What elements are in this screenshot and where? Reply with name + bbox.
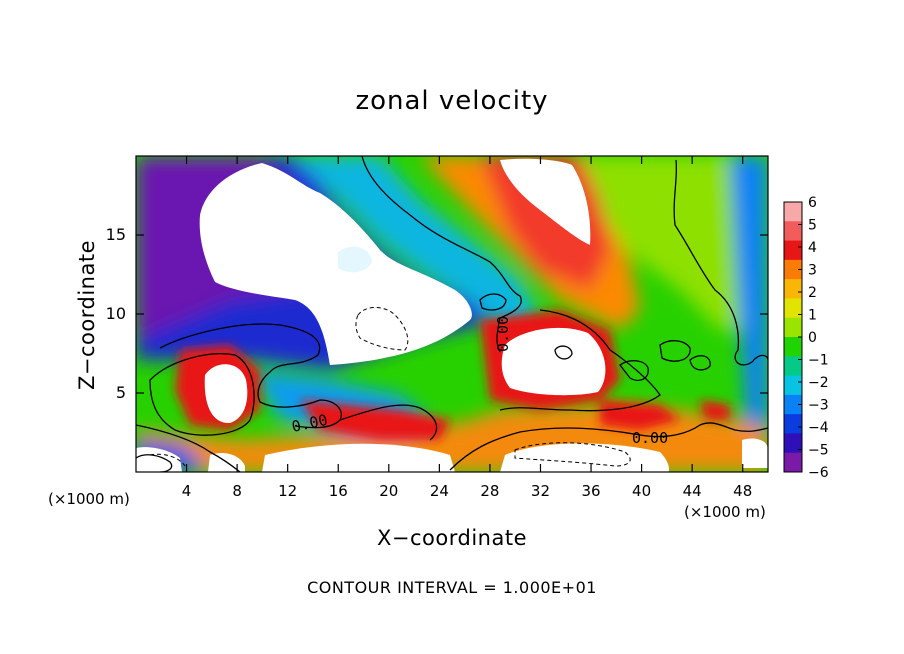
colorbar-segment [784,298,802,319]
y-axis: 5 10 15 [106,225,768,402]
colorbar-segment [784,240,802,261]
x-unit-label: (×1000 m) [684,503,766,521]
colorbar-tick-label: 2 [808,285,817,301]
colorbar-tick-label: −2 [808,375,829,391]
colorbar-segment [784,356,802,377]
y-tick-label: 10 [106,304,126,323]
x-tick-label: 40 [632,482,651,500]
colorbar-segment [784,394,802,415]
colorbar-segment [784,221,802,242]
colorbar-segment [784,414,802,434]
colorbar-tick-label: −3 [808,398,829,414]
x-tick-label: 44 [683,482,702,500]
x-tick-label: 4 [182,482,192,500]
colorbar-tick-label: −6 [808,465,829,481]
y-axis-label: Z−coordinate [75,240,99,390]
colorbar-tick-label: −5 [808,443,829,459]
colorbar-tick-label: 5 [808,218,817,234]
colorbar-segment [784,433,802,454]
colorbar-segment [784,337,802,357]
x-tick-label: 24 [430,482,449,500]
colorbar-segment [784,259,802,280]
x-tick-label: 48 [733,482,752,500]
colorbar-segment [784,317,802,338]
colorbar-tick-label: 6 [808,195,817,211]
contour-interval-note: CONTOUR INTERVAL = 1.000E+01 [307,578,597,597]
y-tick-label: 15 [106,225,126,244]
chart-title: zonal velocity [355,86,549,116]
colorbar: 6 5 4 3 2 1 0 −1 −2 −3 −4 −5 −6 [783,195,829,481]
colorbar-tick-label: 4 [808,240,817,256]
colorbar-tick-label: −1 [808,353,829,369]
x-axis-label: X−coordinate [377,526,527,550]
colorbar-tick-label: −4 [808,420,829,436]
x-tick-label: 8 [232,482,242,500]
z-unit-label: (×1000 m) [48,490,130,508]
x-tick-label: 20 [379,482,398,500]
colorbar-segment [784,375,802,396]
y-tick-label: 5 [116,383,126,402]
x-tick-label: 12 [278,482,297,500]
colorbar-segment [784,452,802,473]
velocity-field: 0.00 0.00 0.00 [136,156,768,472]
x-tick-label: 32 [531,482,550,500]
colorbar-tick-label: 0 [808,330,817,346]
colorbar-segment [784,279,802,299]
colorbar-segment [784,202,802,222]
x-axis: 4 8 12 16 20 24 28 32 36 40 44 48 [182,156,752,500]
contour-label: 0.00 [632,429,668,447]
x-tick-label: 16 [329,482,348,500]
colorbar-tick-label: 1 [808,308,817,324]
contour-label: 0.00 [494,316,512,352]
x-tick-label: 36 [581,482,600,500]
colorbar-tick-label: 3 [808,263,817,279]
x-tick-label: 28 [480,482,499,500]
